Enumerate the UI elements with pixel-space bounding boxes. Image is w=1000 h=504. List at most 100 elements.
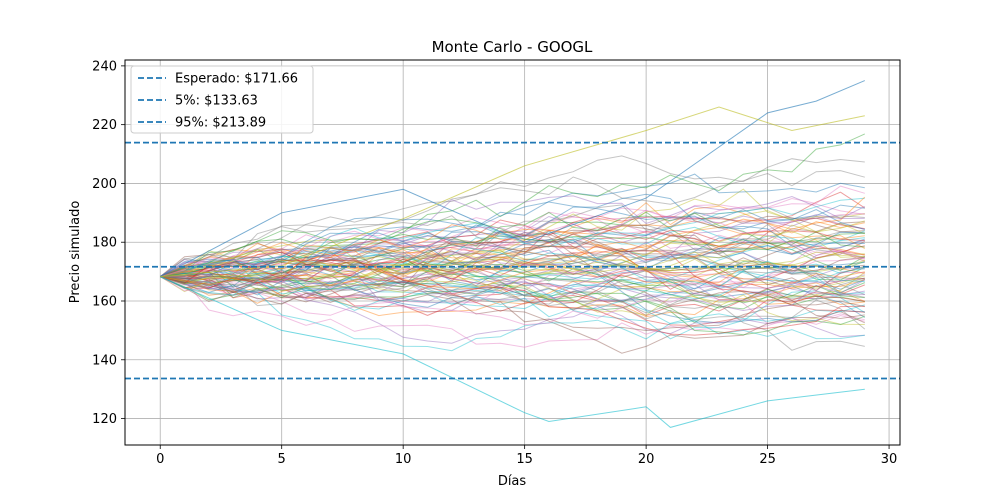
simulation-path	[159, 258, 865, 301]
grid-layer	[125, 60, 900, 445]
y-tick-label: 240	[92, 59, 117, 74]
simulation-path	[160, 271, 865, 351]
simulation-path	[160, 240, 865, 278]
simulation-path	[160, 173, 865, 278]
simulation-path	[160, 205, 866, 289]
simulation-path	[160, 259, 866, 311]
x-tick-label: 5	[278, 452, 286, 467]
x-axis-ticks: 0 5 10 15 20 25 30	[156, 445, 897, 467]
x-tick-label: 15	[516, 452, 533, 467]
simulation-path	[160, 218, 865, 278]
simulation-path	[160, 263, 865, 309]
simulation-path	[159, 245, 865, 293]
simulation-path	[160, 276, 865, 317]
simulation-path	[160, 259, 865, 336]
simulation-path	[160, 249, 866, 303]
simulation-path	[160, 243, 865, 325]
simulation-path	[160, 231, 865, 320]
simulation-path	[159, 188, 865, 289]
legend: Esperado: $171.66 5%: $133.63 95%: $213.89	[130, 65, 314, 134]
simulation-path	[160, 239, 865, 289]
simulation-path	[160, 231, 865, 279]
simulation-path	[160, 215, 865, 298]
simulation-path	[159, 251, 865, 317]
simulation-path	[160, 258, 865, 301]
simulation-path	[160, 269, 865, 326]
x-axis-label: Días	[498, 474, 527, 489]
simulation-path	[160, 255, 865, 340]
y-tick-label: 180	[92, 236, 117, 251]
simulation-path	[160, 257, 865, 316]
simulation-path	[160, 215, 865, 287]
simulation-path	[160, 272, 866, 340]
simulation-path	[160, 224, 865, 307]
simulation-path	[160, 191, 866, 278]
legend-label: Esperado: $171.66	[175, 72, 298, 87]
x-tick-label: 25	[759, 452, 776, 467]
plot-frame	[124, 59, 901, 446]
y-tick-label: 140	[92, 353, 117, 368]
simulation-path	[160, 274, 866, 318]
simulation-path	[160, 204, 865, 278]
simulation-path	[160, 251, 865, 295]
reference-lines	[125, 141, 900, 380]
simulation-path	[160, 211, 865, 301]
simulation-path	[160, 238, 865, 308]
simulation-path	[160, 226, 865, 278]
simulation-path	[160, 276, 865, 327]
chart-title: Monte Carlo - GOOGL	[432, 38, 593, 56]
simulation-path	[160, 215, 865, 286]
simulation-path	[160, 255, 866, 286]
simulation-path	[159, 276, 865, 428]
legend-label: 5%: $133.63	[175, 94, 258, 109]
simulation-path	[160, 248, 865, 292]
simulation-path	[160, 226, 866, 284]
y-axis-label: Precio simulado	[68, 201, 83, 304]
simulation-path	[160, 217, 865, 302]
simulation-path	[160, 216, 865, 278]
simulation-path	[160, 232, 865, 324]
simulation-path	[160, 233, 865, 291]
simulation-path	[160, 193, 865, 283]
simulation-path	[160, 265, 866, 312]
simulation-path	[159, 80, 865, 278]
simulation-path	[159, 222, 865, 293]
simulation-path	[160, 238, 865, 281]
simulation-path	[160, 276, 865, 352]
simulation-path	[160, 210, 865, 286]
legend-label: 95%: $213.89	[175, 116, 266, 131]
simulation-path	[160, 274, 865, 313]
simulation-paths	[159, 80, 866, 428]
simulation-path	[160, 263, 865, 300]
simulation-path	[160, 211, 865, 278]
x-tick-label: 0	[156, 452, 164, 467]
simulation-path	[160, 133, 866, 278]
simulation-path	[160, 249, 865, 325]
simulation-path	[160, 276, 865, 348]
simulation-path	[159, 244, 865, 296]
simulation-path	[160, 227, 865, 280]
simulation-path	[160, 202, 865, 278]
x-tick-label: 20	[638, 452, 655, 467]
simulation-path	[160, 250, 865, 304]
simulation-path	[159, 204, 865, 278]
simulation-path	[160, 263, 865, 305]
simulation-path	[160, 245, 865, 312]
simulation-path	[159, 244, 865, 296]
simulation-path	[159, 195, 865, 278]
simulation-path	[160, 251, 865, 301]
simulation-path	[159, 155, 865, 278]
simulation-path	[159, 254, 865, 314]
simulation-path	[159, 247, 865, 313]
simulation-path	[160, 211, 865, 278]
simulation-path	[159, 235, 865, 278]
simulation-path	[160, 247, 865, 318]
simulation-path	[160, 251, 865, 292]
simulation-path	[160, 271, 865, 336]
simulation-path	[160, 197, 865, 278]
y-tick-label: 200	[92, 177, 117, 192]
simulation-path	[160, 237, 865, 278]
simulation-path	[159, 222, 865, 292]
simulation-path	[160, 203, 865, 282]
